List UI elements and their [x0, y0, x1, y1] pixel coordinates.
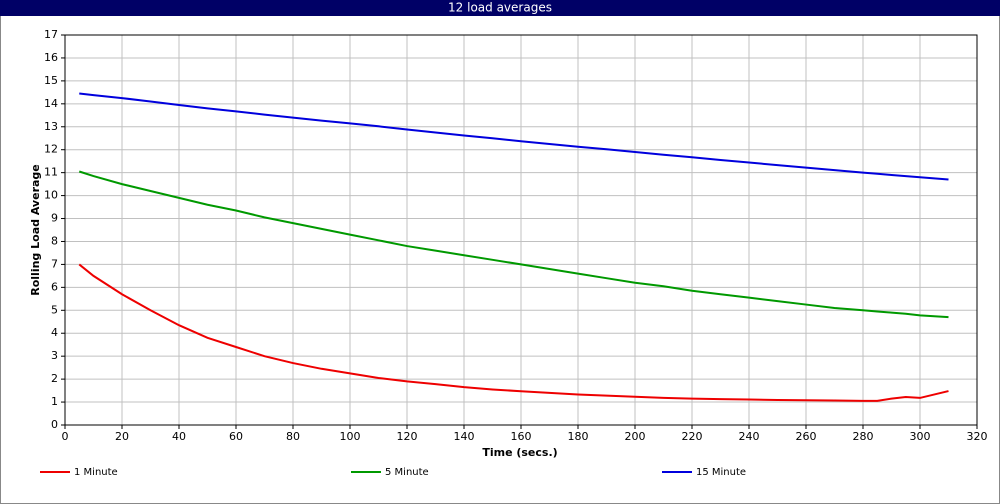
x-tick-label: 20 [115, 430, 129, 443]
x-tick-label: 80 [286, 430, 300, 443]
y-tick-label: 17 [44, 28, 58, 41]
legend-label: 15 Minute [696, 467, 746, 478]
x-tick-label: 300 [910, 430, 931, 443]
x-tick-label: 160 [511, 430, 532, 443]
x-tick-label: 280 [853, 430, 874, 443]
y-tick-label: 14 [44, 97, 58, 110]
x-tick-label: 260 [796, 430, 817, 443]
x-tick-label: 100 [340, 430, 361, 443]
x-tick-label: 180 [568, 430, 589, 443]
x-tick-label: 320 [967, 430, 988, 443]
x-tick-label: 140 [454, 430, 475, 443]
x-axis-label: Time (secs.) [482, 446, 557, 459]
x-tick-label: 240 [739, 430, 760, 443]
y-tick-label: 10 [44, 189, 58, 202]
y-tick-label: 4 [51, 326, 58, 339]
series-line [78, 170, 949, 319]
y-tick-label: 6 [51, 280, 58, 293]
y-tick-label: 9 [51, 212, 58, 225]
chart-title: 12 load averages [448, 1, 552, 15]
legend-label: 5 Minute [385, 467, 429, 478]
x-tick-label: 200 [625, 430, 646, 443]
y-tick-label: 2 [51, 372, 58, 385]
y-tick-label: 1 [51, 395, 58, 408]
y-tick-label: 11 [44, 166, 58, 179]
x-tick-label: 220 [682, 430, 703, 443]
series-line [79, 92, 949, 181]
x-tick-label: 60 [229, 430, 243, 443]
y-tick-label: 16 [44, 51, 58, 64]
y-tick-label: 0 [51, 418, 58, 431]
title-bar [0, 0, 1000, 16]
y-tick-label: 12 [44, 143, 58, 156]
legend-label: 1 Minute [74, 467, 118, 478]
y-axis-label: Rolling Load Average [29, 164, 42, 296]
y-tick-label: 7 [51, 257, 58, 270]
y-tick-label: 5 [51, 303, 58, 316]
series-line [78, 263, 949, 402]
y-tick-label: 3 [51, 349, 58, 362]
x-tick-label: 0 [62, 430, 69, 443]
x-tick-label: 40 [172, 430, 186, 443]
y-tick-label: 13 [44, 120, 58, 133]
y-tick-label: 8 [51, 234, 58, 247]
y-tick-label: 15 [44, 74, 58, 87]
plot-border [64, 34, 978, 426]
x-tick-label: 120 [397, 430, 418, 443]
